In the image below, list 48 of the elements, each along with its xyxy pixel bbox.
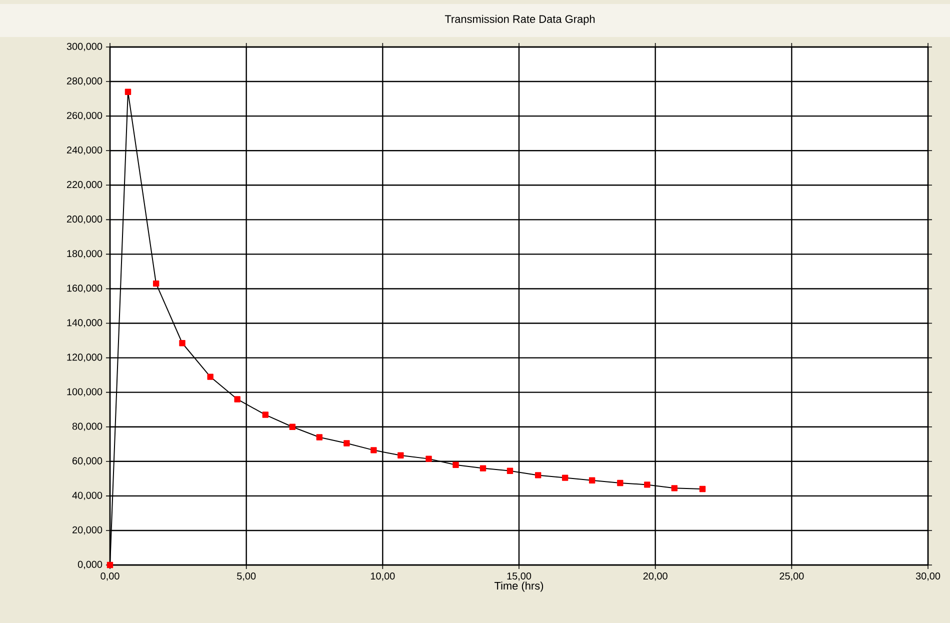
point xyxy=(370,447,377,454)
point xyxy=(588,477,596,484)
point xyxy=(106,562,114,568)
y-tick-label: 80,000 xyxy=(72,422,102,431)
point xyxy=(289,424,296,430)
y-tick-label: 140,000 xyxy=(67,319,102,328)
point xyxy=(671,485,678,492)
point xyxy=(344,440,350,446)
x-axis-title: Time (hrs) xyxy=(494,582,544,592)
x-tick-label: 15,00 xyxy=(507,572,532,581)
y-tick-label: 160,000 xyxy=(67,284,102,293)
x-tick-label: 20,00 xyxy=(643,572,668,581)
chart-title: Transmission Rate Data Graph xyxy=(444,14,595,26)
y-tick-label: 280,000 xyxy=(66,77,102,86)
y-tick-label: 60,000 xyxy=(72,457,102,466)
x-tick-label: 25,00 xyxy=(780,572,804,581)
point xyxy=(124,88,132,95)
point xyxy=(452,462,459,468)
y-tick-label: 240,000 xyxy=(66,146,102,155)
point xyxy=(179,340,186,346)
point xyxy=(562,474,568,481)
point xyxy=(262,412,269,418)
y-tick-label: 200,000 xyxy=(66,216,102,224)
y-tick-label: 220,000 xyxy=(66,181,102,190)
x-tick-label: 30,00 xyxy=(916,572,940,581)
point xyxy=(207,374,214,380)
point xyxy=(316,434,323,440)
point xyxy=(480,465,486,472)
y-tick-label: 180,000 xyxy=(67,250,102,258)
point xyxy=(506,468,514,474)
point xyxy=(152,280,160,287)
y-tick-label: 100,000 xyxy=(67,388,102,396)
y-tick-label: 300,000 xyxy=(66,42,102,52)
y-tick-label: 0,000 xyxy=(78,560,102,570)
x-tick-label: 10,00 xyxy=(370,572,395,581)
x-tick-label: 5,00 xyxy=(237,572,256,581)
x-tick-label: 0,00 xyxy=(100,572,120,581)
point xyxy=(617,480,624,486)
point xyxy=(699,486,706,492)
point xyxy=(398,452,404,458)
y-tick-label: 40,000 xyxy=(72,492,102,500)
y-tick-label: 20,000 xyxy=(72,526,102,535)
point xyxy=(426,456,432,462)
point xyxy=(644,482,650,488)
point xyxy=(534,472,542,478)
y-tick-label: 260,000 xyxy=(66,112,102,120)
y-tick-label: 120,000 xyxy=(67,354,102,362)
point xyxy=(234,396,240,402)
